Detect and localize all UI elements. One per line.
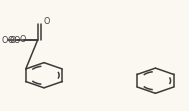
Text: O: O <box>14 36 20 45</box>
Text: O: O <box>9 36 16 45</box>
Text: O: O <box>44 17 50 26</box>
Text: O: O <box>1 36 7 45</box>
Text: O: O <box>19 35 26 44</box>
Text: O: O <box>7 36 14 45</box>
